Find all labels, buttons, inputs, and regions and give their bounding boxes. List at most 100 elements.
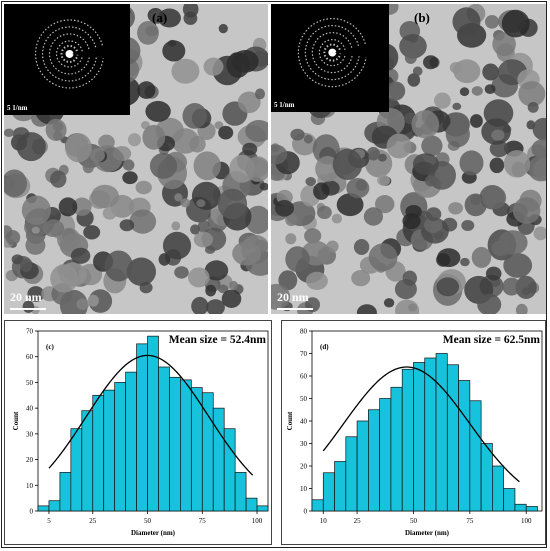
nanoparticle xyxy=(255,88,265,100)
nanoparticle xyxy=(482,63,499,81)
histogram-bar xyxy=(379,398,392,512)
histogram-c: 0 10 20 30 40 50 60 70 5 25 50 75 100 Count Diameter (… xyxy=(4,320,272,545)
nanoparticle xyxy=(285,213,298,227)
diffraction-pattern-a xyxy=(34,19,130,89)
nanoparticle xyxy=(91,184,119,209)
nanoparticle xyxy=(217,284,229,294)
nanoparticle xyxy=(232,241,262,266)
nanoparticle xyxy=(50,264,79,293)
inset-scale-label: 5 1/nm xyxy=(274,101,295,109)
nanoparticle xyxy=(304,228,322,244)
histogram-bar xyxy=(480,443,493,512)
nanoparticle xyxy=(491,240,509,257)
y-tick-label: 20 xyxy=(26,456,34,464)
y-axis-label: Count xyxy=(12,411,20,430)
nanoparticle xyxy=(346,178,370,199)
histogram-bar xyxy=(368,409,380,512)
nanoparticle xyxy=(27,286,45,302)
nanoparticle xyxy=(82,161,94,174)
nanoparticle xyxy=(218,125,234,140)
nanoparticle xyxy=(31,226,40,234)
nanoparticle xyxy=(402,270,417,286)
nanoparticle xyxy=(83,225,101,240)
x-tick-label: 5 xyxy=(47,517,51,525)
nanoparticle xyxy=(174,193,183,202)
nanoparticle xyxy=(512,197,541,224)
nanoparticle xyxy=(171,128,200,154)
nanoparticle xyxy=(237,91,261,114)
nanoparticle xyxy=(303,134,313,144)
y-tick-label: 10 xyxy=(26,482,34,490)
nanoparticle xyxy=(477,293,502,314)
tem-micrograph-a: 5 1/nm (a) 20 nm xyxy=(4,4,268,314)
histogram-bar xyxy=(525,506,538,512)
x-tick-label: 10 xyxy=(320,517,328,525)
nanoparticle xyxy=(378,153,387,162)
nanoparticle xyxy=(485,266,502,281)
histogram-bar xyxy=(81,410,94,512)
scale-bar xyxy=(10,308,46,310)
saed-inset-b: 5 1/nm xyxy=(271,4,389,112)
y-tick-label: 80 xyxy=(300,328,308,336)
nanoparticle xyxy=(351,270,371,287)
nanoparticle xyxy=(221,289,242,308)
nanoparticle xyxy=(242,142,258,156)
histogram-bar xyxy=(311,499,324,512)
histogram-bar xyxy=(256,505,269,512)
nanoparticle xyxy=(470,114,483,128)
nanoparticle xyxy=(459,87,470,97)
nanoparticle xyxy=(104,250,133,282)
nanoparticle xyxy=(42,219,65,237)
x-tick-label: 25 xyxy=(354,517,362,525)
nanoparticle xyxy=(377,175,391,186)
histogram-bar xyxy=(190,387,203,512)
nanoparticle xyxy=(290,128,305,141)
histogram-bar xyxy=(234,472,247,512)
y-tick-label: 60 xyxy=(300,373,308,381)
nanoparticle xyxy=(518,81,546,107)
nanoparticle xyxy=(197,219,210,233)
nanoparticle xyxy=(137,81,156,99)
histogram-bar xyxy=(245,497,258,512)
nanoparticle xyxy=(412,66,423,76)
nanoparticle xyxy=(515,275,537,299)
nanoparticle xyxy=(158,253,171,266)
nanoparticle xyxy=(149,152,178,179)
nanoparticle xyxy=(203,57,224,76)
histogram-bar xyxy=(401,368,414,512)
histogram-bar xyxy=(59,472,72,512)
particle-field-a xyxy=(4,4,268,314)
histogram-d: 0 10 20 30 40 50 60 70 80 10 25 50 75 100 Count Diamete… xyxy=(281,320,546,545)
beam-stop xyxy=(334,38,389,61)
nanoparticle xyxy=(452,7,481,36)
diffraction-pattern-b xyxy=(297,17,389,88)
y-tick-label: 20 xyxy=(300,463,308,471)
nanoparticle xyxy=(162,40,186,62)
y-tick-label: 70 xyxy=(26,328,34,336)
nanoparticle xyxy=(226,52,250,78)
nanoparticle xyxy=(532,117,546,141)
nanoparticle xyxy=(471,246,492,268)
nanoparticle xyxy=(386,133,412,159)
nanoparticle xyxy=(21,195,51,225)
y-tick-label: 30 xyxy=(26,430,34,438)
nanoparticle xyxy=(448,202,463,215)
nanoparticle xyxy=(128,133,141,147)
histogram-bar xyxy=(356,420,369,512)
panel-label: (d) xyxy=(320,343,329,351)
nanoparticle xyxy=(313,182,330,200)
nanoparticle xyxy=(460,257,470,267)
nanoparticle xyxy=(191,181,221,210)
histogram-bar xyxy=(413,362,426,512)
nanoparticle xyxy=(503,150,531,178)
histogram-bar xyxy=(70,428,83,512)
histogram-bar xyxy=(334,461,347,512)
nanoparticle xyxy=(491,129,505,141)
histogram-bar xyxy=(469,400,482,512)
nanoparticle xyxy=(245,156,268,182)
nanoparticle xyxy=(424,175,437,187)
nanoparticle xyxy=(449,62,463,74)
histogram-bar xyxy=(48,500,61,512)
nanoparticle xyxy=(484,84,496,94)
